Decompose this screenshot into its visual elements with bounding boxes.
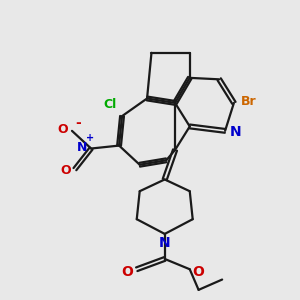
Text: -: - [75,116,81,130]
Text: O: O [61,164,71,177]
Text: N: N [77,141,88,154]
Text: +: + [85,133,94,143]
Text: N: N [230,125,241,139]
Text: O: O [58,123,68,136]
Text: O: O [193,265,205,279]
Text: Cl: Cl [103,98,117,111]
Text: N: N [159,236,170,250]
Text: Br: Br [240,95,256,108]
Text: O: O [121,265,133,279]
